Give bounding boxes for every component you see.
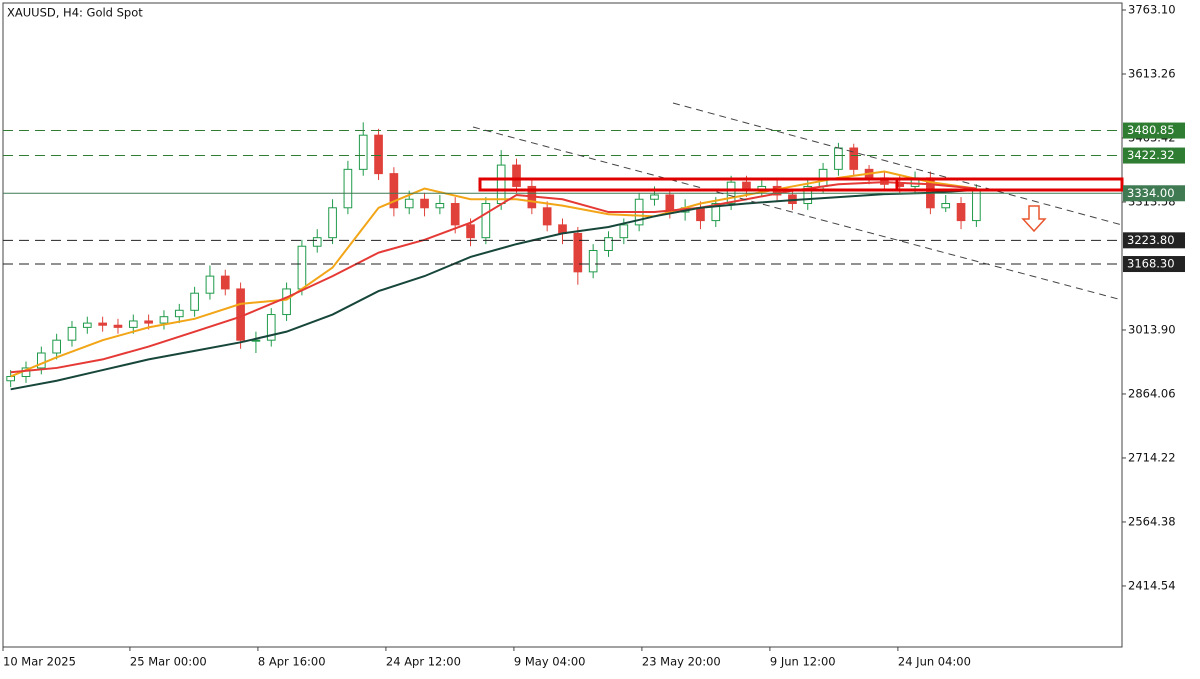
y-tick-label: 3763.10 bbox=[1128, 3, 1176, 17]
level-label-box bbox=[1123, 185, 1185, 202]
candle-body bbox=[312, 237, 322, 247]
level-label-box bbox=[1123, 232, 1185, 249]
y-tick-label: 2414.54 bbox=[1128, 578, 1176, 592]
candle-body bbox=[251, 339, 261, 342]
candle-body bbox=[420, 198, 429, 209]
candle-body bbox=[36, 352, 46, 369]
level-label: 3334.00 bbox=[1127, 186, 1175, 200]
candle-body bbox=[374, 134, 383, 175]
candle-body bbox=[435, 203, 445, 209]
candle-body bbox=[542, 207, 552, 226]
candle-body bbox=[604, 237, 613, 251]
candle-body bbox=[174, 309, 184, 318]
x-tick-label: 8 Apr 16:00 bbox=[258, 655, 326, 669]
trend-line bbox=[672, 102, 1123, 226]
candle-body bbox=[404, 198, 414, 209]
moving-average bbox=[10, 181, 977, 374]
candle-body bbox=[205, 275, 215, 294]
candle-body bbox=[282, 288, 291, 316]
candle-body bbox=[6, 375, 15, 382]
candle-body bbox=[619, 224, 629, 239]
candle-body bbox=[696, 207, 705, 222]
level-label: 3223.80 bbox=[1127, 233, 1175, 247]
level-label: 3168.30 bbox=[1127, 257, 1175, 271]
candle-body bbox=[82, 322, 92, 328]
candle-body bbox=[67, 326, 77, 341]
marks bbox=[3, 122, 1122, 391]
candle-body bbox=[512, 164, 521, 187]
y-tick-label: 3613.26 bbox=[1128, 66, 1176, 80]
candle-body bbox=[52, 339, 61, 354]
level-label: 3422.32 bbox=[1127, 148, 1175, 162]
x-tick-label: 25 Mar 00:00 bbox=[130, 655, 207, 669]
y-tick-label: 2564.38 bbox=[1128, 514, 1176, 528]
candle-body bbox=[466, 224, 475, 239]
level-label-box bbox=[1123, 122, 1185, 139]
candle-body bbox=[328, 207, 337, 239]
candle-body bbox=[573, 232, 583, 273]
x-tick-label: 10 Mar 2025 bbox=[3, 655, 76, 669]
candle-body bbox=[450, 203, 460, 226]
moving-average bbox=[10, 188, 977, 391]
trend-line bbox=[472, 126, 1123, 301]
down-arrow bbox=[1021, 205, 1047, 233]
candle-body bbox=[972, 190, 981, 222]
level-label: 3480.85 bbox=[1127, 123, 1175, 137]
moving-average bbox=[10, 170, 977, 378]
level-label-box bbox=[1123, 147, 1185, 164]
candle-body bbox=[711, 203, 721, 222]
candle-body bbox=[297, 245, 307, 290]
candle-body bbox=[803, 185, 813, 205]
plot-frame bbox=[2, 2, 1123, 648]
resistance-zone bbox=[895, 177, 1124, 192]
candle-body bbox=[496, 164, 506, 205]
candle-body bbox=[190, 292, 199, 311]
x-tick-label: 9 Jun 12:00 bbox=[770, 655, 836, 669]
candle-body bbox=[128, 320, 138, 328]
y-tick-label: 2864.06 bbox=[1128, 386, 1176, 400]
candle-body bbox=[343, 168, 353, 209]
candle-body bbox=[834, 147, 843, 170]
candle-body bbox=[98, 322, 107, 326]
candle-body bbox=[849, 147, 859, 170]
candle-body bbox=[159, 316, 169, 324]
candle-body bbox=[389, 173, 399, 209]
x-tick-label: 24 Jun 04:00 bbox=[898, 655, 971, 669]
candle-body bbox=[650, 194, 659, 200]
candle-body bbox=[113, 324, 123, 328]
level-label-box bbox=[1123, 256, 1185, 273]
candle-body bbox=[220, 275, 230, 290]
x-tick-label: 24 Apr 12:00 bbox=[386, 655, 461, 669]
candle-body bbox=[481, 203, 491, 239]
y-tick-label: 2714.22 bbox=[1128, 450, 1176, 464]
chart-title: XAUUSD, H4: Gold Spot bbox=[7, 6, 143, 20]
candle-body bbox=[266, 314, 276, 341]
y-tick-label: 3013.90 bbox=[1128, 322, 1176, 336]
candle-body bbox=[144, 320, 153, 324]
x-tick-label: 9 May 04:00 bbox=[514, 655, 586, 669]
candle-body bbox=[941, 203, 951, 209]
x-tick-label: 23 May 20:00 bbox=[642, 655, 721, 669]
candle-body bbox=[956, 203, 966, 222]
candle-body bbox=[358, 134, 368, 170]
candle-body bbox=[588, 249, 598, 273]
